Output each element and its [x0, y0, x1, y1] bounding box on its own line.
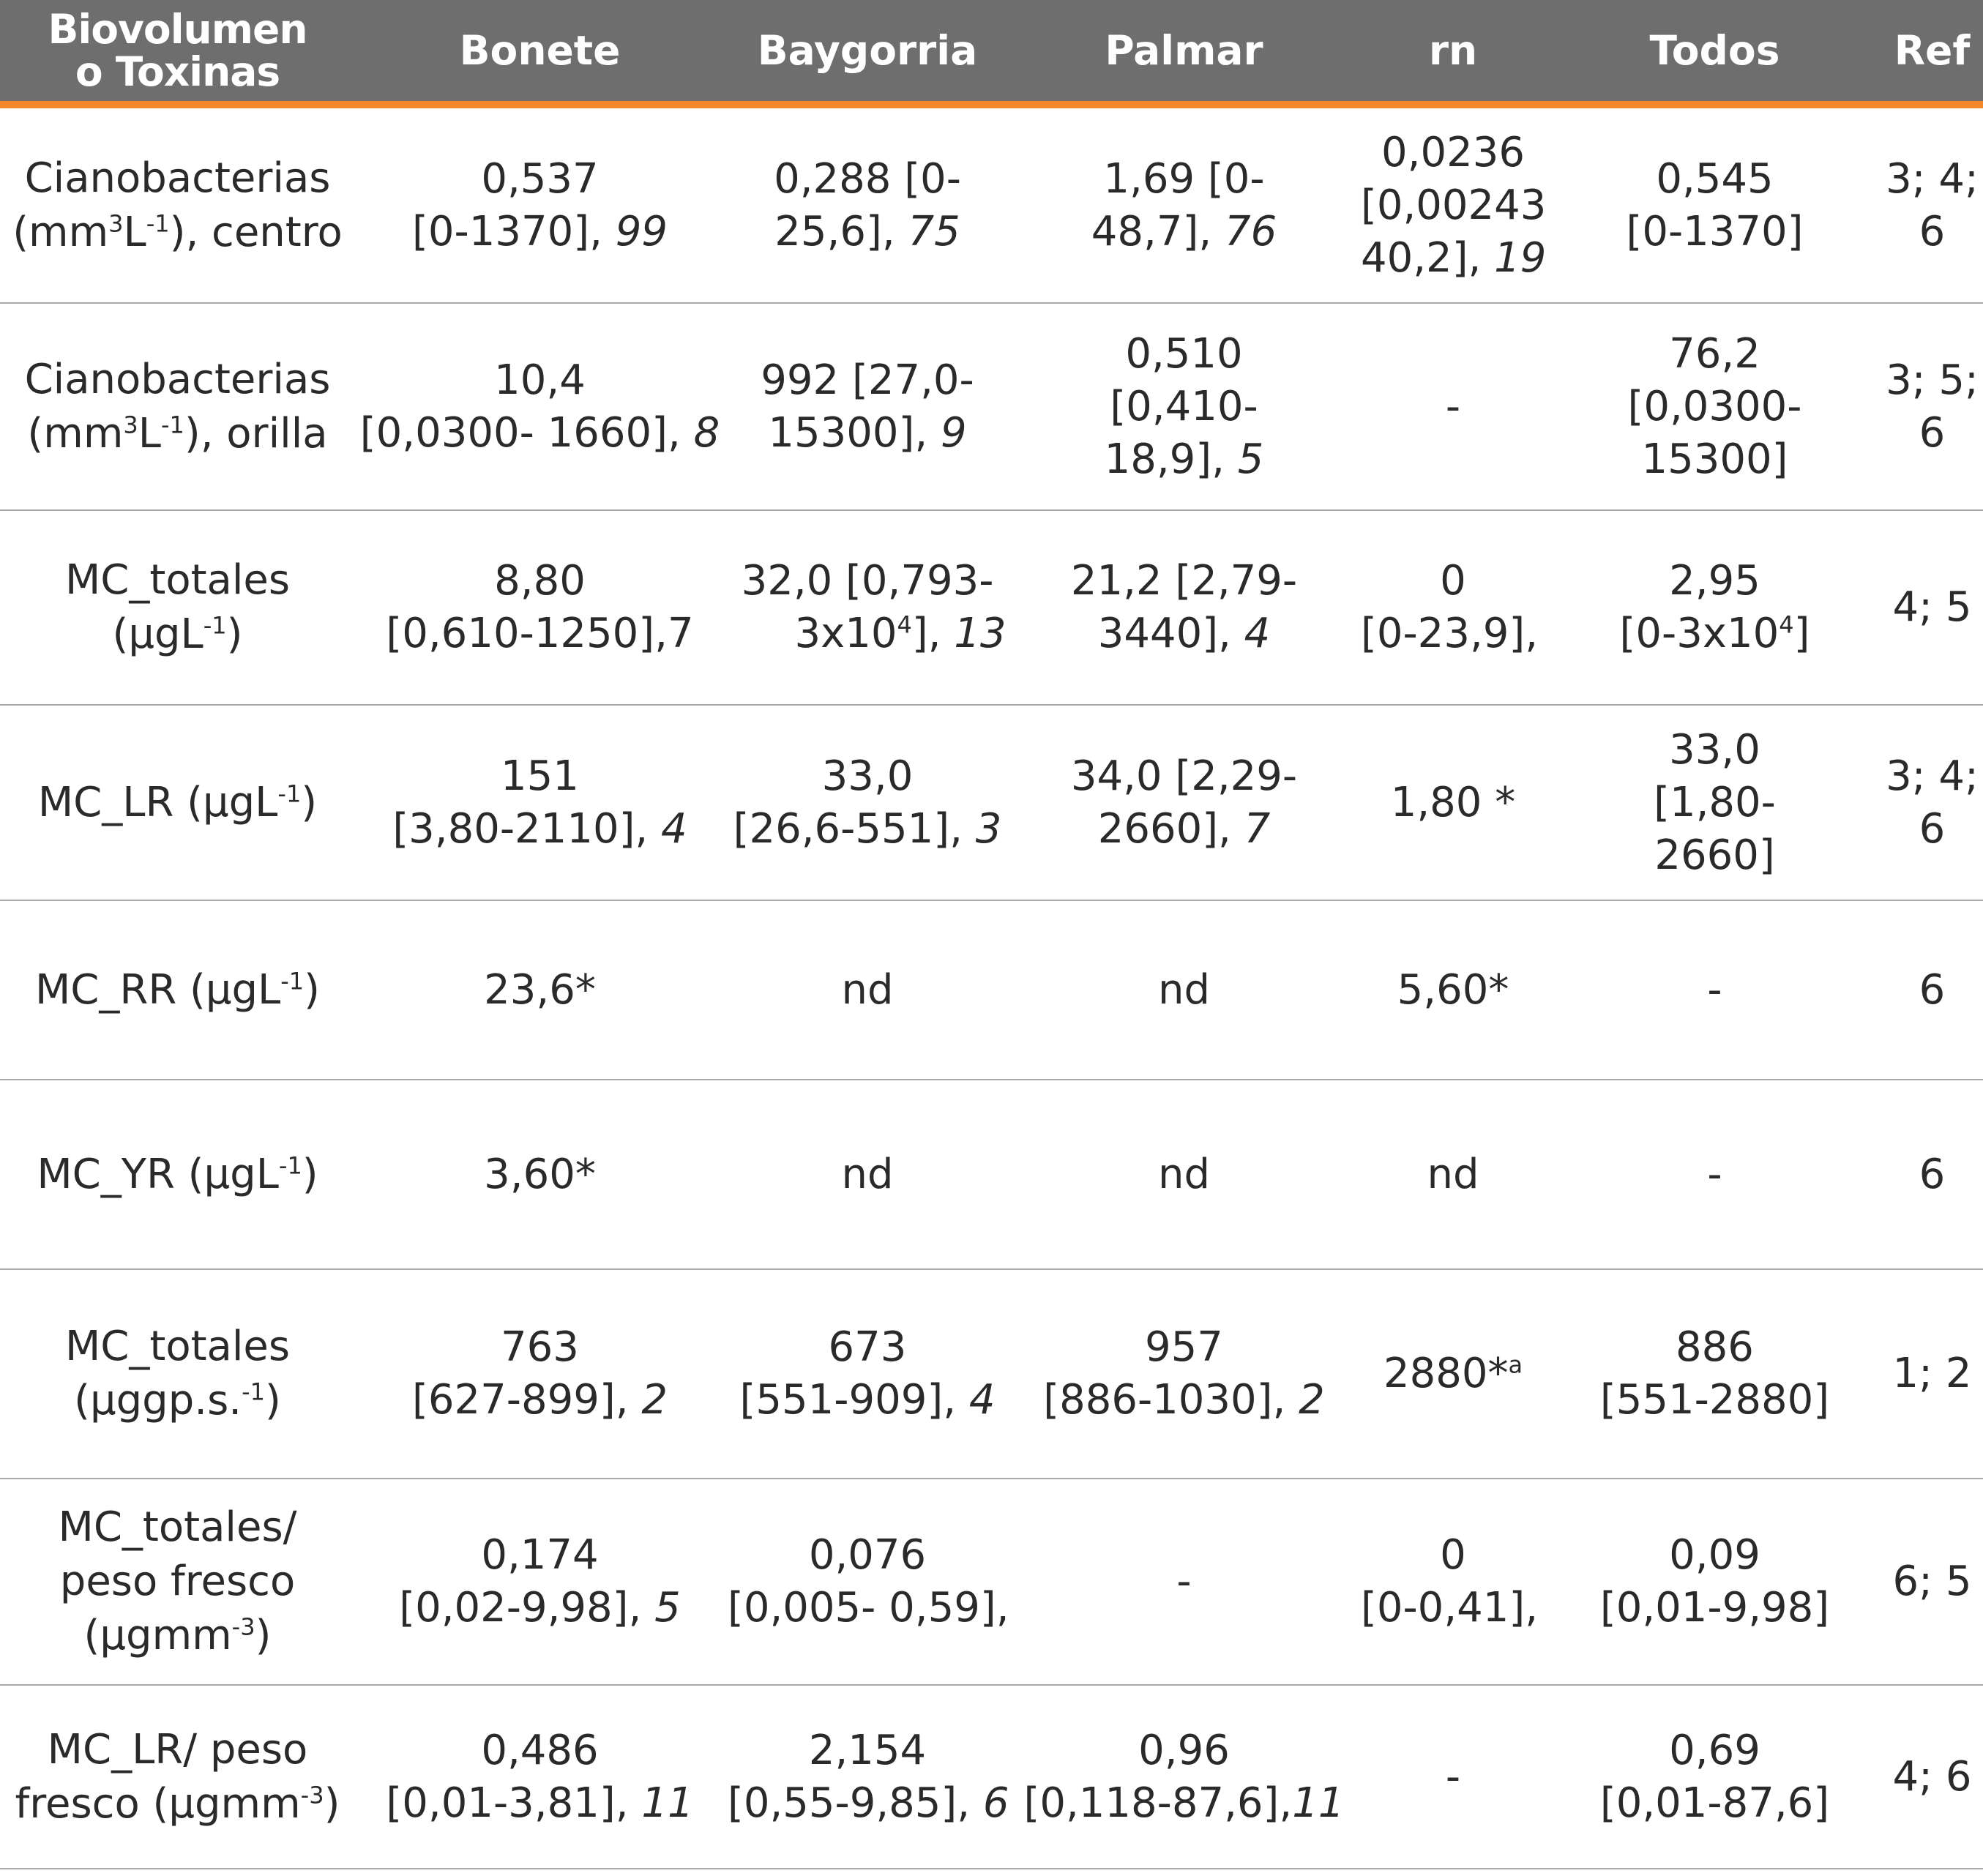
cell-ref: 6; 5 [1881, 1479, 1983, 1686]
cell-palmar: nd [1010, 1080, 1358, 1270]
row-label: MC_totales/ peso fresco (μgmm-3) [0, 1479, 355, 1686]
cell-ref: 4; 5 [1881, 510, 1983, 706]
cell-rn: nd [1358, 1080, 1548, 1270]
cell-bonete: 0,537 [0-1370], 99 [355, 105, 725, 304]
cell-palmar: - [1010, 1479, 1358, 1686]
table-row: MC_totales/ peso fresco (μgmm-3) 0,174 [… [0, 1479, 1983, 1686]
cell-todos: 0,545 [0-1370] [1548, 105, 1881, 304]
cell-rn: 0 [0-0,41], 10 [1358, 1479, 1548, 1686]
row-label: Cianobacterias (mm3L-1), orilla [0, 303, 355, 511]
table-row: MC_totales (μgL-1) 8,80 [0,610-1250],7 3… [0, 510, 1983, 706]
cell-ref: 3; 4; 6 [1881, 105, 1983, 304]
header-bonete: Bonete [355, 0, 725, 108]
row-label: MC_totales (μgL-1) [0, 510, 355, 706]
cell-todos: 76,2 [0,0300- 15300] [1548, 303, 1881, 511]
cell-rn: 0,0236 [0,00243- 40,2], 19 [1358, 105, 1548, 304]
cell-rn: 2880*a [1358, 1269, 1548, 1479]
header-row: Biovolumen o Toxinas Bonete Baygorria Pa… [0, 0, 1983, 108]
cell-palmar: 34,0 [2,29- 2660], 7 [1010, 705, 1358, 901]
cell-bonete: 151 [3,80-2110], 4 [355, 705, 725, 901]
cell-palmar: 21,2 [2,79- 3440], 4 [1010, 510, 1358, 706]
cell-rn: 5,60* [1358, 900, 1548, 1080]
row-label: Cianobacterias (mm3L-1), centro [0, 105, 355, 304]
table-row: MC_YR (μgL-1) 3,60* nd nd nd - 6 [0, 1080, 1983, 1270]
row-label: MC_RR (μgL-1) [0, 900, 355, 1080]
cell-baygorria: 32,0 [0,793- 3x104], 13 [725, 510, 1010, 706]
cell-palmar: nd [1010, 900, 1358, 1080]
cell-palmar: 957 [886-1030], 2 [1010, 1269, 1358, 1479]
cell-todos: - [1548, 900, 1881, 1080]
cell-palmar: 0,510 [0,410- 18,9], 5 [1010, 303, 1358, 511]
cell-baygorria: 673 [551-909], 4 [725, 1269, 1010, 1479]
row-label: MC_YR (μgL-1) [0, 1080, 355, 1270]
cell-todos: 886 [551-2880] [1548, 1269, 1881, 1479]
cell-ref: 6 [1881, 1080, 1983, 1270]
header-biovolumen-line2: o Toxinas [75, 48, 280, 95]
table-row: MC_totales (μggp.s.-1) 763 [627-899], 2 … [0, 1269, 1983, 1479]
cell-palmar: 1,69 [0- 48,7], 76 [1010, 105, 1358, 304]
cell-baygorria: nd [725, 1080, 1010, 1270]
table-row: MC_LR (μgL-1) 151 [3,80-2110], 4 33,0 [2… [0, 705, 1983, 901]
cell-rn: - [1358, 1685, 1548, 1869]
header-todos: Todos [1548, 0, 1881, 108]
header-baygorria: Baygorria [725, 0, 1010, 108]
cell-baygorria: 33,0 [26,6-551], 3 [725, 705, 1010, 901]
table-row: MC_RR (μgL-1) 23,6* nd nd 5,60* - 6 [0, 900, 1983, 1080]
cell-bonete: 8,80 [0,610-1250],7 [355, 510, 725, 706]
cell-baygorria: 0,288 [0- 25,6], 75 [725, 105, 1010, 304]
cell-palmar: 0,96 [0,118-87,6],11 [1010, 1685, 1358, 1869]
header-biovolumen-line1: Biovolumen [48, 6, 308, 53]
cell-bonete: 763 [627-899], 2 [355, 1269, 725, 1479]
cell-ref: 3; 4; 6 [1881, 705, 1983, 901]
cell-baygorria: 2,154 [0,55-9,85], 6 [725, 1685, 1010, 1869]
header-ref: Ref [1881, 0, 1983, 108]
cell-bonete: 3,60* [355, 1080, 725, 1270]
header-palmar: Palmar [1010, 0, 1358, 108]
cell-rn: 0 [0-23,9], 22 [1358, 510, 1548, 706]
cell-ref: 3; 5; 6 [1881, 303, 1983, 511]
cell-todos: 33,0 [1,80- 2660] [1548, 705, 1881, 901]
cell-baygorria: nd [725, 900, 1010, 1080]
cell-baygorria: 0,076 [0,005- 0,59], 8 [725, 1479, 1010, 1686]
row-label: MC_totales (μggp.s.-1) [0, 1269, 355, 1479]
cell-todos: 2,95 [0-3x104] [1548, 510, 1881, 706]
cell-ref: 4; 6 [1881, 1685, 1983, 1869]
table-row: Cianobacterias (mm3L-1), centro 0,537 [0… [0, 105, 1983, 304]
cell-bonete: 0,486 [0,01-3,81], 11 [355, 1685, 725, 1869]
cell-bonete: 10,4 [0,0300- 1660], 8 [355, 303, 725, 511]
header-rn: rn [1358, 0, 1548, 108]
cell-todos: 0,09 [0,01-9,98] [1548, 1479, 1881, 1686]
cell-todos: 0,69 [0,01-87,6] [1548, 1685, 1881, 1869]
header-biovolumen: Biovolumen o Toxinas [0, 0, 355, 108]
cell-ref: 6 [1881, 900, 1983, 1080]
row-label: MC_LR (μgL-1) [0, 705, 355, 901]
table-row: MC_LR/ peso fresco (μgmm-3) 0,486 [0,01-… [0, 1685, 1983, 1869]
cell-bonete: 0,174 [0,02-9,98], 5 [355, 1479, 725, 1686]
row-label: MC_LR/ peso fresco (μgmm-3) [0, 1685, 355, 1869]
row-label-line: (mm3L-1), centro [12, 208, 343, 256]
cell-rn: 1,80 * [1358, 705, 1548, 901]
table-row: Cianobacterias (mm3L-1), orilla 10,4 [0,… [0, 303, 1983, 511]
cell-baygorria: 992 [27,0- 15300], 9 [725, 303, 1010, 511]
cell-ref: 1; 2 [1881, 1269, 1983, 1479]
row-label-line: Cianobacterias [24, 154, 331, 202]
cell-rn: - [1358, 303, 1548, 511]
cell-todos: - [1548, 1080, 1881, 1270]
cell-bonete: 23,6* [355, 900, 725, 1080]
